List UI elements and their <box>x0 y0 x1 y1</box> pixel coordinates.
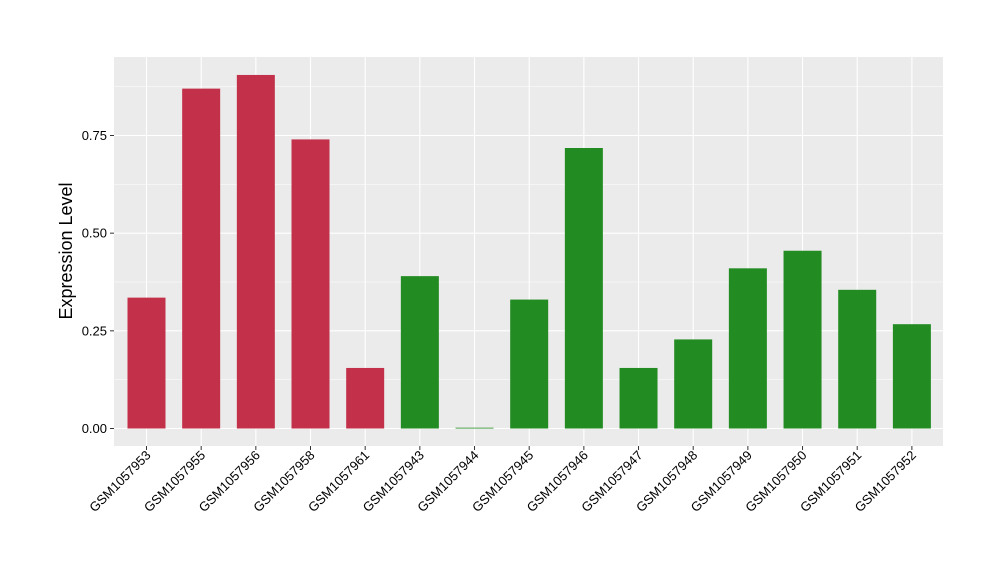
bar-GSM1057949 <box>728 268 767 429</box>
bar-GSM1057945 <box>510 299 549 429</box>
bar-GSM1057943 <box>400 276 439 429</box>
bar-GSM1057944 <box>455 427 494 429</box>
bar-GSM1057947 <box>619 367 658 429</box>
y-tick-label: 0.00 <box>82 421 107 436</box>
bar-GSM1057946 <box>564 148 603 429</box>
y-tick-label: 0.25 <box>82 323 107 338</box>
bar-GSM1057961 <box>346 367 385 429</box>
bar-GSM1057956 <box>236 74 275 429</box>
y-tick-label: 0.75 <box>82 128 107 143</box>
y-axis: 0.00 0.25 0.50 0.75 <box>82 128 114 436</box>
x-axis: GSM1057953GSM1057955GSM1057956GSM1057958… <box>86 446 919 515</box>
bar-GSM1057953 <box>127 297 166 429</box>
bar-GSM1057958 <box>291 139 330 429</box>
y-axis-title: Expression Level <box>56 182 76 319</box>
y-tick-label: 0.50 <box>82 226 107 241</box>
bar-GSM1057950 <box>783 250 822 429</box>
bar-GSM1057952 <box>892 324 931 429</box>
bar-GSM1057955 <box>182 88 221 429</box>
bars <box>127 74 931 429</box>
bar-GSM1057948 <box>674 339 713 429</box>
bar-GSM1057951 <box>838 289 877 429</box>
